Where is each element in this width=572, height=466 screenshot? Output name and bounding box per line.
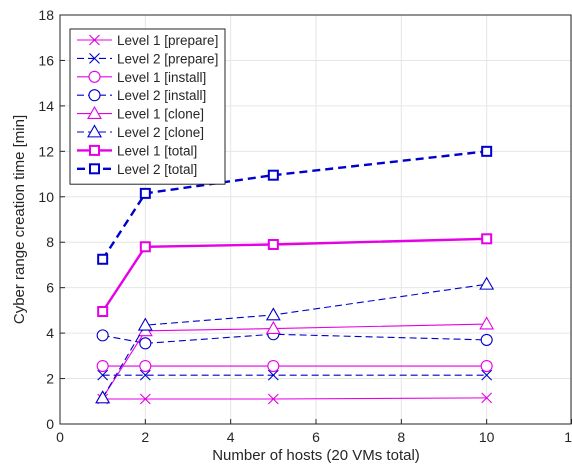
square-marker	[98, 307, 107, 316]
y-tick-label: 0	[46, 416, 54, 432]
circle-marker	[89, 71, 100, 82]
series-6	[96, 278, 493, 403]
circle-marker	[89, 90, 100, 101]
triangle-marker	[480, 318, 493, 329]
square-marker	[269, 240, 278, 249]
y-tick-label: 2	[46, 371, 54, 387]
legend-label: Level 1 [install]	[117, 70, 206, 85]
x-axis-label: Number of hosts (20 VMs total)	[212, 447, 420, 464]
square-marker	[269, 171, 278, 180]
square-marker	[482, 147, 491, 156]
x-tick-label: 12	[564, 429, 572, 445]
x-tick-label: 2	[141, 429, 149, 445]
triangle-marker	[480, 278, 493, 289]
circle-marker	[268, 361, 279, 372]
square-marker	[141, 242, 150, 251]
series-line	[103, 284, 487, 398]
y-tick-label: 16	[38, 52, 54, 68]
series-4	[97, 329, 492, 349]
series-group	[96, 147, 493, 404]
triangle-marker	[267, 322, 280, 333]
square-marker	[90, 164, 99, 173]
triangle-marker	[267, 308, 280, 319]
x-tick-label: 4	[227, 429, 235, 445]
y-tick-label: 18	[38, 7, 54, 23]
legend-label: Level 1 [clone]	[117, 107, 204, 122]
y-tick-label: 10	[38, 189, 54, 205]
x-tick-label: 0	[56, 429, 64, 445]
square-marker	[98, 255, 107, 264]
legend-label: Level 1 [prepare]	[117, 33, 218, 48]
square-marker	[90, 146, 99, 155]
square-marker	[482, 234, 491, 243]
circle-marker	[481, 361, 492, 372]
series-line	[103, 398, 487, 399]
x-tick-label: 10	[479, 429, 495, 445]
series-5	[96, 318, 493, 403]
series-3	[97, 361, 492, 372]
series-line	[103, 334, 487, 343]
legend-label: Level 1 [total]	[117, 143, 197, 158]
legend: Level 1 [prepare] Level 2 [prepare] Level …	[70, 29, 225, 184]
triangle-marker	[96, 391, 109, 402]
y-tick-label: 14	[38, 98, 54, 114]
series-7	[98, 234, 491, 316]
circle-marker	[140, 338, 151, 349]
circle-marker	[481, 334, 492, 345]
legend-label: Level 2 [clone]	[117, 125, 204, 140]
y-tick-label: 12	[38, 143, 54, 159]
x-tick-label: 6	[312, 429, 320, 445]
y-axis-label: Cyber range creation time [min]	[11, 115, 28, 324]
y-tick-label: 6	[46, 280, 54, 296]
circle-marker	[140, 361, 151, 372]
legend-label: Level 2 [total]	[117, 162, 197, 177]
series-1	[98, 393, 492, 404]
y-tick-label: 8	[46, 234, 54, 250]
legend-label: Level 2 [prepare]	[117, 51, 218, 66]
circle-marker	[97, 330, 108, 341]
square-marker	[141, 189, 150, 198]
legend-label: Level 2 [install]	[117, 88, 206, 103]
circle-marker	[97, 361, 108, 372]
series-line	[103, 239, 487, 312]
x-tick-label: 8	[397, 429, 405, 445]
y-tick-label: 4	[46, 325, 54, 341]
